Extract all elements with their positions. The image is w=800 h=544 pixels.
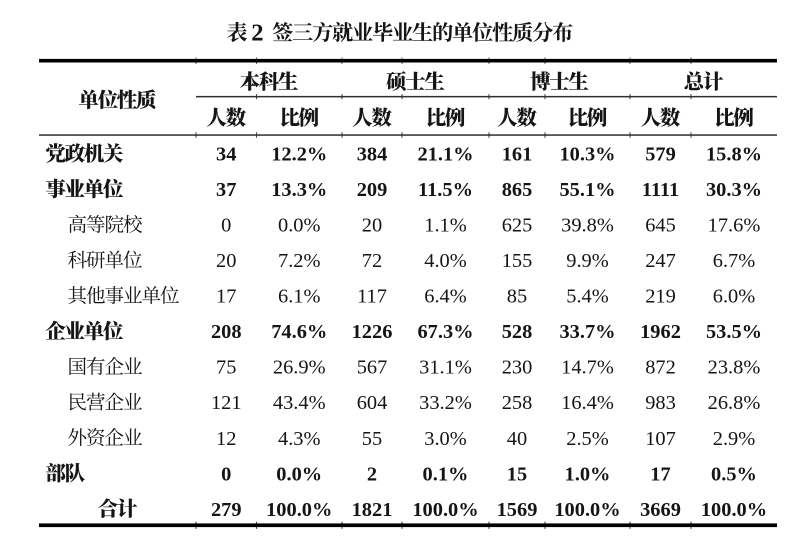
svg-text:75: 75 [216, 357, 236, 379]
svg-text:247: 247 [645, 250, 676, 272]
svg-text:983: 983 [645, 392, 676, 414]
svg-text:579: 579 [645, 144, 676, 166]
svg-text:6.7%: 6.7% [713, 250, 755, 272]
svg-text:2.5%: 2.5% [566, 428, 608, 450]
svg-text:604: 604 [357, 392, 388, 414]
svg-text:161: 161 [502, 144, 533, 166]
svg-text:26.9%: 26.9% [273, 357, 326, 379]
svg-text:6.0%: 6.0% [713, 286, 755, 308]
svg-text:17.6%: 17.6% [708, 215, 761, 237]
svg-text:72: 72 [362, 250, 382, 272]
svg-text:5.4%: 5.4% [566, 286, 608, 308]
svg-text:100.0%: 100.0% [701, 499, 767, 521]
svg-text:230: 230 [502, 357, 533, 379]
svg-text:0.0%: 0.0% [278, 215, 320, 237]
svg-text:865: 865 [502, 179, 533, 201]
svg-text:74.6%: 74.6% [271, 321, 327, 343]
svg-text:21.1%: 21.1% [417, 144, 473, 166]
svg-text:2: 2 [367, 463, 377, 485]
svg-text:30.3%: 30.3% [706, 179, 762, 201]
svg-text:155: 155 [502, 250, 533, 272]
svg-text:16.4%: 16.4% [561, 392, 614, 414]
svg-text:31.1%: 31.1% [419, 357, 472, 379]
svg-text:0.1%: 0.1% [423, 463, 469, 485]
svg-text:13.3%: 13.3% [271, 179, 327, 201]
svg-text:6.1%: 6.1% [278, 286, 320, 308]
svg-text:17: 17 [216, 286, 236, 308]
svg-text:0.0%: 0.0% [276, 463, 322, 485]
svg-text:384: 384 [357, 144, 388, 166]
svg-text:12.2%: 12.2% [271, 144, 327, 166]
svg-text:100.0%: 100.0% [554, 499, 620, 521]
svg-text:1821: 1821 [352, 499, 393, 521]
svg-text:10.3%: 10.3% [559, 144, 615, 166]
svg-text:55: 55 [362, 428, 382, 450]
svg-text:34: 34 [216, 144, 236, 166]
svg-text:40: 40 [507, 428, 527, 450]
svg-text:0: 0 [221, 463, 231, 485]
svg-text:20: 20 [362, 215, 382, 237]
svg-text:2.9%: 2.9% [713, 428, 755, 450]
svg-text:1111: 1111 [642, 179, 679, 201]
svg-text:33.2%: 33.2% [419, 392, 472, 414]
svg-text:53.5%: 53.5% [706, 321, 762, 343]
svg-text:117: 117 [357, 286, 387, 308]
svg-text:14.7%: 14.7% [561, 357, 614, 379]
svg-text:20: 20 [216, 250, 236, 272]
svg-text:39.8%: 39.8% [561, 215, 614, 237]
svg-text:9.9%: 9.9% [566, 250, 608, 272]
svg-text:279: 279 [211, 499, 242, 521]
svg-text:4.3%: 4.3% [278, 428, 320, 450]
svg-text:528: 528 [502, 321, 533, 343]
svg-text:26.8%: 26.8% [708, 392, 761, 414]
svg-text:121: 121 [211, 392, 242, 414]
svg-text:67.3%: 67.3% [417, 321, 473, 343]
svg-text:15.8%: 15.8% [706, 144, 762, 166]
svg-text:55.1%: 55.1% [559, 179, 615, 201]
svg-text:1962: 1962 [640, 321, 681, 343]
svg-text:3.0%: 3.0% [424, 428, 466, 450]
svg-text:1226: 1226 [352, 321, 393, 343]
svg-text:17: 17 [650, 463, 670, 485]
svg-text:0: 0 [221, 215, 231, 237]
svg-text:100.0%: 100.0% [266, 499, 332, 521]
svg-text:4.0%: 4.0% [424, 250, 466, 272]
svg-text:567: 567 [357, 357, 388, 379]
svg-text:0.5%: 0.5% [711, 463, 757, 485]
svg-text:11.5%: 11.5% [418, 179, 473, 201]
svg-text:15: 15 [507, 463, 527, 485]
svg-text:645: 645 [645, 215, 676, 237]
svg-text:3669: 3669 [640, 499, 681, 521]
svg-text:208: 208 [211, 321, 242, 343]
svg-text:23.8%: 23.8% [708, 357, 761, 379]
svg-text:2: 2 [251, 20, 263, 47]
svg-text:258: 258 [502, 392, 533, 414]
svg-text:1569: 1569 [497, 499, 538, 521]
svg-text:1.1%: 1.1% [424, 215, 466, 237]
svg-text:107: 107 [645, 428, 676, 450]
svg-text:625: 625 [502, 215, 533, 237]
svg-text:85: 85 [507, 286, 527, 308]
svg-text:209: 209 [357, 179, 388, 201]
svg-text:43.4%: 43.4% [273, 392, 326, 414]
svg-text:33.7%: 33.7% [559, 321, 615, 343]
svg-text:100.0%: 100.0% [412, 499, 478, 521]
svg-text:7.2%: 7.2% [278, 250, 320, 272]
svg-text:872: 872 [645, 357, 676, 379]
svg-text:6.4%: 6.4% [424, 286, 466, 308]
svg-text:37: 37 [216, 179, 236, 201]
svg-text:1.0%: 1.0% [565, 463, 611, 485]
svg-text:12: 12 [216, 428, 236, 450]
svg-text:219: 219 [645, 286, 676, 308]
